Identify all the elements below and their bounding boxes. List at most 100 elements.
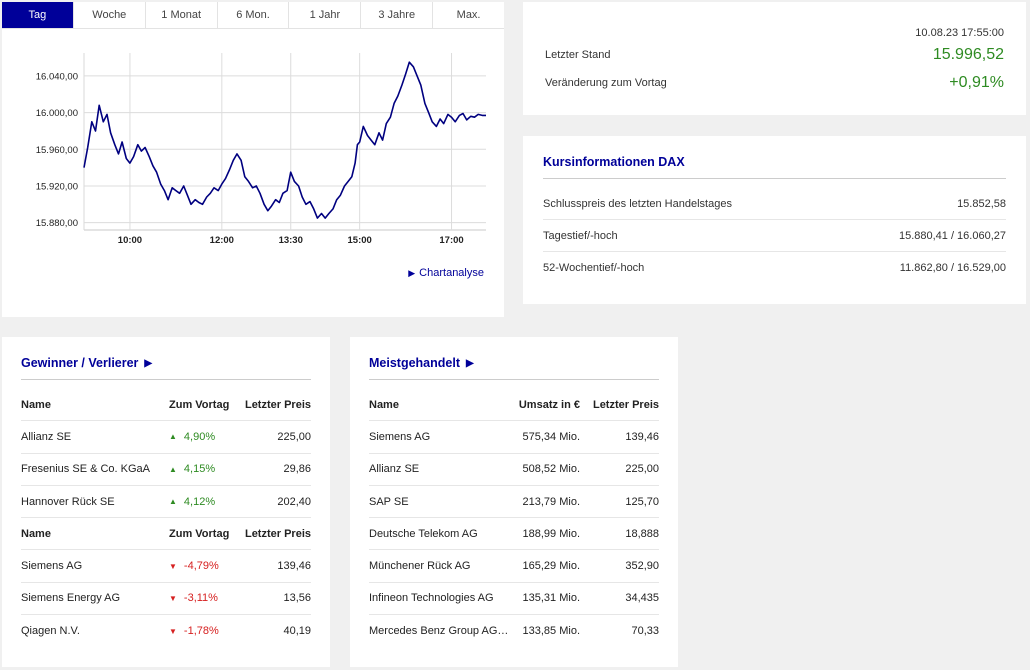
triangle-down-icon: ▼ (169, 626, 177, 636)
stock-name[interactable]: Allianz SE (369, 463, 420, 476)
table-row[interactable]: Siemens Energy AG ▼ -3,11% 13,56 (21, 583, 311, 616)
table-row[interactable]: Münchener Rück AG 165,29 Mio. 352,90 (369, 550, 659, 583)
table-row[interactable]: Hannover Rück SE ▲ 4,12% 202,40 (21, 486, 311, 519)
table-row[interactable]: Siemens AG 575,34 Mio. 139,46 (369, 421, 659, 454)
y-tick-label: 15.960,00 (36, 145, 78, 156)
gainers-losers-table: Name Zum Vortag Letzter Preis Allianz SE… (21, 389, 311, 647)
stock-volume: 213,79 Mio. (522, 495, 580, 508)
stock-price: 202,40 (277, 495, 311, 508)
table-row[interactable]: Fresenius SE & Co. KGaA ▲ 4,15% 29,86 (21, 454, 311, 486)
tab-1-jahr[interactable]: 1 Jahr (289, 2, 362, 28)
tab-6-mon[interactable]: 6 Mon. (218, 2, 290, 28)
stock-name[interactable]: Allianz SE (21, 430, 72, 443)
stock-volume: 188,99 Mio. (522, 527, 580, 540)
x-axis-labels: 10:00 12:00 13:30 15:00 17:00 (118, 235, 464, 246)
header-change: Zum Vortag (169, 398, 230, 411)
table-row[interactable]: Mercedes Benz Group AG ... 133,85 Mio. 7… (369, 615, 659, 647)
stock-price: 40,19 (283, 625, 311, 638)
kurs-row-value: 11.862,80 / 16.529,00 (899, 262, 1006, 274)
gainers-losers-panel: Gewinner / Verlierer ▶ Name Zum Vortag L… (2, 337, 330, 667)
timeframe-tabs: Tag Woche 1 Monat 6 Mon. 1 Jahr 3 Jahre … (2, 2, 504, 29)
most-traded-panel: Meistgehandelt ▶ Name Umsatz in € Letzte… (350, 337, 678, 667)
stock-change: 4,12% (183, 495, 216, 508)
change-row: Veränderung zum Vortag +0,91% (545, 74, 1004, 92)
triangle-down-icon: ▼ (169, 593, 177, 603)
most-traded-title-link[interactable]: Meistgehandelt ▶ (369, 356, 474, 370)
triangle-up-icon: ▲ (169, 432, 177, 442)
stock-price: 29,86 (283, 463, 311, 476)
stock-name[interactable]: Hannover Rück SE (21, 495, 115, 508)
chartanalyse-label: Chartanalyse (419, 267, 484, 279)
stock-change: 4,15% (183, 463, 216, 476)
y-axis-labels: 16.040,00 16.000,00 15.960,00 15.920,00 15.8… (36, 71, 78, 229)
table-row[interactable]: Allianz SE 508,52 Mio. 225,00 (369, 454, 659, 486)
table-row[interactable]: Siemens AG ▼ -4,79% 139,46 (21, 550, 311, 583)
play-triangle-icon: ▶ (144, 357, 153, 369)
table-row[interactable]: SAP SE 213,79 Mio. 125,70 (369, 486, 659, 519)
header-name: Name (369, 398, 399, 411)
table-row[interactable]: Qiagen N.V. ▼ -1,78% 40,19 (21, 615, 311, 647)
tab-3-jahre[interactable]: 3 Jahre (361, 2, 434, 28)
table-row[interactable]: Deutsche Telekom AG 188,99 Mio. 18,888 (369, 518, 659, 551)
triangle-up-icon: ▲ (169, 464, 177, 474)
stock-name[interactable]: Deutsche Telekom AG (369, 527, 478, 540)
stock-name[interactable]: Siemens AG (21, 560, 83, 573)
stock-price: 139,46 (625, 430, 659, 443)
chart-panel: Tag Woche 1 Monat 6 Mon. 1 Jahr 3 Jahre … (2, 2, 504, 317)
triangle-up-icon: ▲ (169, 497, 177, 507)
y-tick-label: 16.000,00 (36, 108, 78, 119)
last-price-label: Letzter Stand (545, 49, 611, 61)
table-header: Name Zum Vortag Letzter Preis (21, 518, 311, 551)
chartanalyse-link[interactable]: ▶ Chartanalyse (408, 267, 484, 279)
gainers-losers-title-link[interactable]: Gewinner / Verlierer ▶ (21, 356, 152, 370)
stock-name[interactable]: Qiagen N.V. (21, 625, 80, 638)
stock-name[interactable]: Siemens Energy AG (21, 592, 121, 605)
x-tick-label: 15:00 (348, 235, 372, 246)
kurs-row: Tagestief/-hoch 15.880,41 / 16.060,27 (543, 220, 1006, 252)
stock-volume: 133,85 Mio. (522, 625, 580, 638)
stock-volume: 135,31 Mio. (522, 592, 580, 605)
table-row[interactable]: Allianz SE ▲ 4,90% 225,00 (21, 421, 311, 454)
kurs-row-value: 15.852,58 (957, 197, 1006, 210)
table-row[interactable]: Infineon Technologies AG 135,31 Mio. 34,… (369, 583, 659, 616)
stock-volume: 508,52 Mio. (522, 463, 580, 476)
tab-tag[interactable]: Tag (2, 2, 74, 28)
x-tick-label: 13:30 (279, 235, 303, 246)
table-header: Name Zum Vortag Letzter Preis (21, 389, 311, 422)
gainers-losers-title: Gewinner / Verlierer (21, 356, 139, 370)
stock-price: 225,00 (625, 463, 659, 476)
x-tick-label: 10:00 (118, 235, 142, 246)
x-tick-label: 12:00 (210, 235, 234, 246)
price-chart[interactable]: 16.040,00 16.000,00 15.960,00 15.920,00 15.8… (2, 29, 504, 259)
kurs-title: Kursinformationen DAX (543, 155, 685, 169)
chart-grid (83, 53, 486, 231)
stock-name[interactable]: Mercedes Benz Group AG ... (369, 625, 509, 638)
stock-name[interactable]: SAP SE (369, 495, 409, 508)
header-name: Name (21, 527, 51, 540)
divider (21, 379, 311, 380)
divider (543, 178, 1006, 179)
kurs-row-value: 15.880,41 / 16.060,27 (898, 229, 1006, 242)
header-price: Letzter Preis (244, 398, 311, 411)
last-price-value: 15.996,52 (932, 46, 1004, 63)
tab-max[interactable]: Max. (456, 9, 481, 21)
x-tick-label: 17:00 (439, 235, 463, 246)
stock-price: 139,46 (277, 560, 311, 573)
stock-volume: 165,29 Mio. (522, 560, 580, 573)
kurs-row-label: Tagestief/-hoch (543, 229, 618, 242)
last-price-row: Letzter Stand 15.996,52 (545, 46, 1004, 64)
tab-1-monat[interactable]: 1 Monat (146, 2, 218, 28)
tab-woche[interactable]: Woche (74, 2, 146, 28)
stock-name[interactable]: Fresenius SE & Co. KGaA (21, 463, 150, 476)
stock-price: 34,435 (625, 592, 659, 605)
stock-change: -1,78% (183, 625, 219, 638)
stock-price: 125,70 (625, 495, 659, 508)
stock-name[interactable]: Infineon Technologies AG (369, 592, 494, 605)
stock-price: 18,888 (625, 527, 659, 540)
stock-name[interactable]: Münchener Rück AG (369, 560, 471, 573)
quote-summary: 10.08.23 17:55:00 Letzter Stand 15.996,5… (523, 2, 1026, 115)
stock-name[interactable]: Siemens AG (369, 430, 431, 443)
y-tick-label: 16.040,00 (36, 71, 78, 82)
header-change: Zum Vortag (169, 527, 230, 540)
stock-change: 4,90% (183, 430, 216, 443)
